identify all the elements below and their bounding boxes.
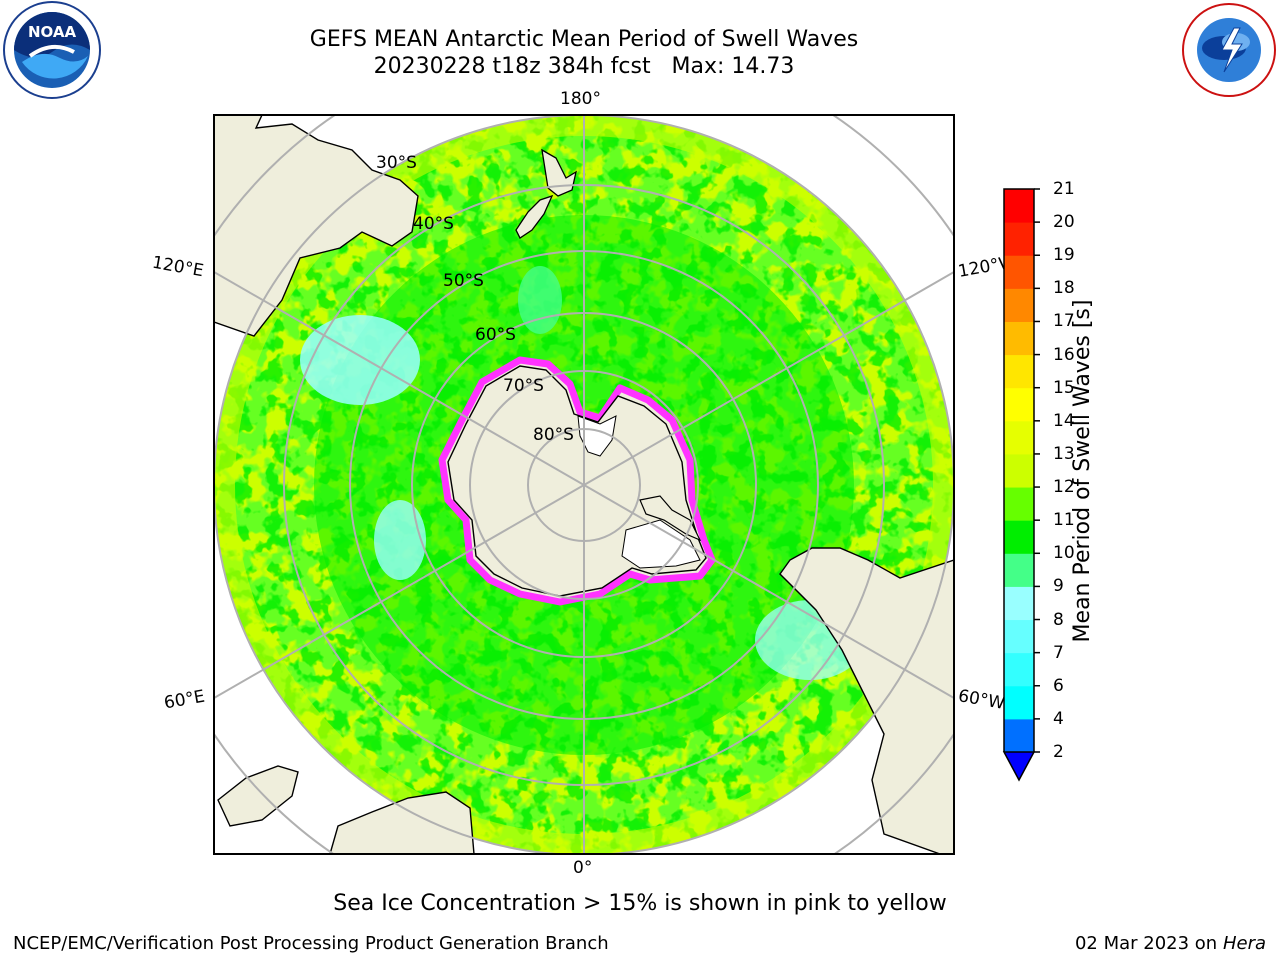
colorbar-tick-label: 6 <box>1053 675 1064 696</box>
colorbar-extend-arrow <box>1002 751 1036 782</box>
lat-label-40s: 40°S <box>413 214 454 234</box>
lon-label-0: 0° <box>573 858 593 878</box>
colorbar-segment <box>1004 222 1034 256</box>
chart-title: GEFS MEAN Antarctic Mean Period of Swell… <box>309 27 859 52</box>
noaa-logo-text: NOAA <box>28 23 77 41</box>
stamp-machine: Hera <box>1222 933 1266 954</box>
colorbar-frame <box>1003 188 1035 752</box>
lat-label-80s: 80°S <box>533 425 574 445</box>
colorbar-segment <box>1004 586 1034 621</box>
noaa-logo: NOAA <box>3 1 101 99</box>
chart-subtitle: 20230228 t18z 384h fcst Max: 14.73 <box>373 54 795 79</box>
colorbar-segment <box>1004 685 1034 720</box>
colorbar-segment <box>1004 487 1034 521</box>
colorbar-segment <box>1004 553 1034 587</box>
colorbar-segment <box>1004 420 1034 455</box>
nws-logo-text: NATIONAL WEATHER SERVICE <box>1222 8 1237 11</box>
run-stamp: 02 Mar 2023 on Hera <box>1075 933 1266 955</box>
lat-label-60s: 60°S <box>475 325 516 345</box>
colorbar-segment <box>1004 652 1034 687</box>
colorbar-tick-label: 20 <box>1053 212 1075 233</box>
sea-ice-footnote: Sea Ice Concentration > 15% is shown in … <box>333 891 947 916</box>
colorbar-tick-label: 13 <box>1053 443 1075 464</box>
colorbar-segment <box>1004 189 1034 223</box>
colorbar-segment <box>1004 619 1034 654</box>
colorbar-segment <box>1004 354 1034 389</box>
colorbar-segment <box>1004 718 1034 753</box>
colorbar-tick-label: 19 <box>1053 245 1075 266</box>
colorbar <box>1002 188 1040 782</box>
colorbar-segment <box>1004 387 1034 422</box>
colorbar-tick-label: 14 <box>1053 410 1075 431</box>
map-frame <box>213 114 955 855</box>
new-zealand-south <box>515 194 554 239</box>
colorbar-tick-label: 4 <box>1053 708 1064 729</box>
colorbar-tick-label: 17 <box>1053 311 1075 332</box>
graticule <box>214 115 954 854</box>
colorbar-tick-label: 21 <box>1053 179 1075 199</box>
colorbar-tick-label: 12 <box>1053 477 1075 498</box>
colorbar-tick-label: 2 <box>1053 742 1064 762</box>
colorbar-segment <box>1004 453 1034 488</box>
colorbar-segment <box>1004 255 1034 289</box>
colorbar-tick-label: 9 <box>1053 576 1064 597</box>
stamp-date: 02 Mar 2023 on <box>1074 933 1218 954</box>
lat-label-50s: 50°S <box>443 271 484 291</box>
colorbar-tick-label: 10 <box>1053 543 1075 564</box>
colorbar-tick-label: 8 <box>1053 609 1064 630</box>
lat-label-70s: 70°S <box>503 376 544 396</box>
colorbar-segment <box>1004 321 1034 356</box>
colorbar-segment <box>1004 520 1034 554</box>
colorbar-tick-label: 16 <box>1053 344 1075 365</box>
nws-logo: NATIONAL WEATHER SERVICE <box>1182 3 1276 97</box>
colorbar-tick-label: 11 <box>1053 510 1075 531</box>
colorbar-segment <box>1004 288 1034 322</box>
lat-label-30s: 30°S <box>376 153 417 173</box>
colorbar-tick-label: 15 <box>1053 377 1075 398</box>
credit-text: NCEP/EMC/Verification Post Processing Pr… <box>13 933 609 954</box>
colorbar-tick-label: 18 <box>1053 278 1075 299</box>
colorbar-tick-label: 7 <box>1053 642 1064 663</box>
colorbar-title: Mean Period of Swell Waves [s] <box>1070 299 1095 643</box>
lon-label-180: 180° <box>560 89 601 109</box>
